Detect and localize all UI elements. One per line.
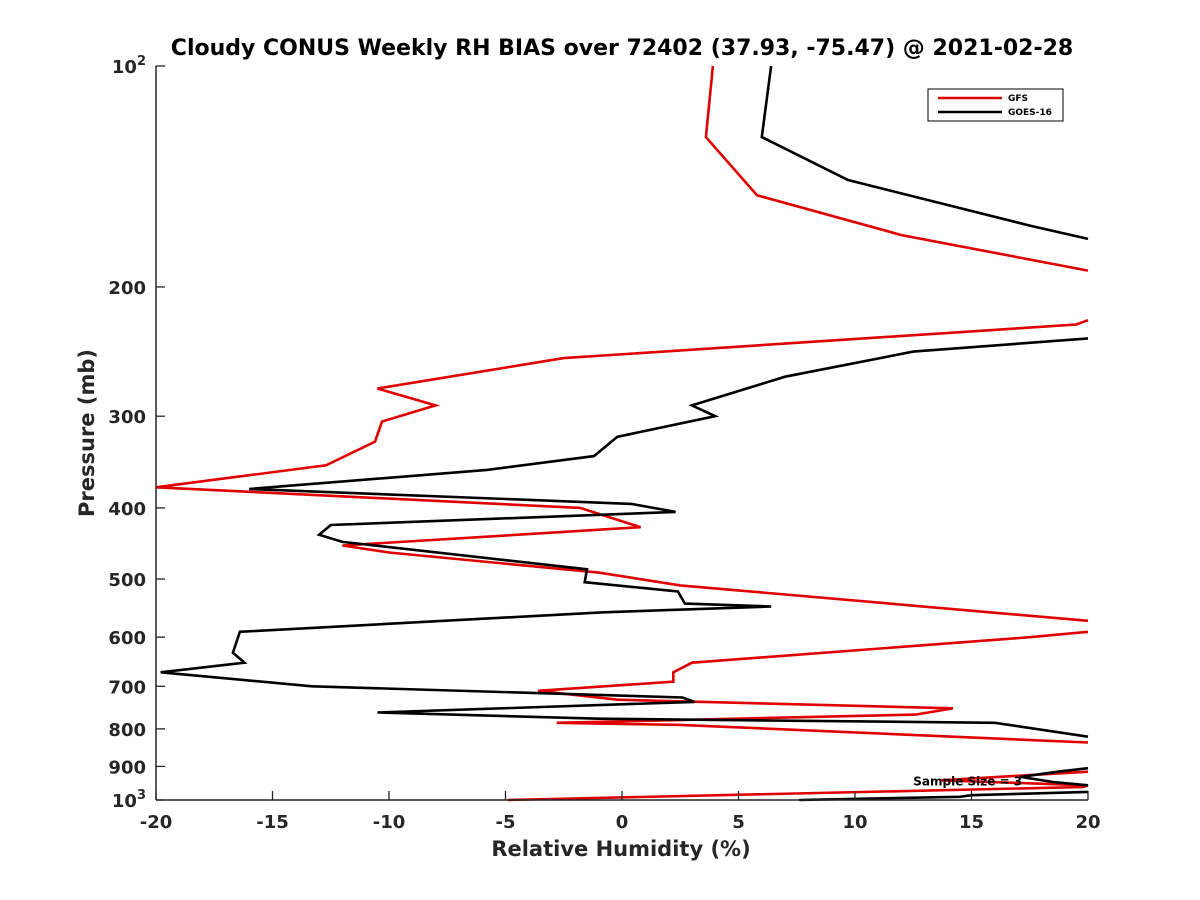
annotations: Sample Size = 3 xyxy=(913,774,1022,788)
y-tick-label: 900 xyxy=(108,757,146,778)
chart-title: Cloudy CONUS Weekly RH BIAS over 72402 (… xyxy=(171,36,1073,61)
y-tick-label: 600 xyxy=(108,628,146,649)
plot-frame xyxy=(156,66,1088,800)
y-tick-label: 102 xyxy=(112,54,146,78)
legend-label-gfs: GFS xyxy=(1008,94,1028,104)
legend-label-goes-16: GOES-16 xyxy=(1008,108,1052,118)
x-axis-label: Relative Humidity (%) xyxy=(491,837,750,861)
x-tick-label: 10 xyxy=(842,812,867,833)
y-tick-label: 200 xyxy=(108,278,146,299)
y-tick-label: 300 xyxy=(108,407,146,428)
y-tick-label: 400 xyxy=(108,499,146,520)
x-tick-label: 15 xyxy=(959,812,984,833)
y-tick-label: 700 xyxy=(108,677,146,698)
plot-area: -20 -15 -10 -5 0 5 10 15 20 102 200 300 400 500 600 70… xyxy=(108,54,1100,833)
x-ticks: -20 -15 -10 -5 0 5 10 15 20 xyxy=(140,791,1101,833)
series-layer xyxy=(155,65,1089,802)
y-axis-label: Pressure (mb) xyxy=(75,349,99,517)
x-tick-label: 5 xyxy=(732,812,745,833)
x-tick-label: -10 xyxy=(373,812,406,833)
series-goes-16-line-3 xyxy=(1020,766,1089,787)
y-tick-label: 500 xyxy=(108,570,146,591)
y-tick-label: 800 xyxy=(108,720,146,741)
legend-box xyxy=(927,88,1064,122)
x-tick-label: 20 xyxy=(1075,812,1100,833)
series-gfs-line-2 xyxy=(155,318,1089,623)
x-tick-label: -15 xyxy=(256,812,289,833)
series-gfs-line-4 xyxy=(507,770,1089,802)
x-tick-label: 0 xyxy=(616,812,629,833)
series-goes-16-line-4 xyxy=(799,790,1089,802)
x-tick-label: -5 xyxy=(496,812,516,833)
series-gfs-line-1 xyxy=(704,65,1089,272)
legend: GFS GOES-16 xyxy=(927,88,1064,122)
series-goes-16-line-1 xyxy=(760,65,1089,241)
y-tick-label: 103 xyxy=(112,788,146,812)
series-gfs-line-3 xyxy=(537,630,1089,744)
x-tick-label: -20 xyxy=(140,812,173,833)
sample-size-annotation: Sample Size = 3 xyxy=(913,774,1022,788)
y-ticks: 102 200 300 400 500 600 700 800 900 103 xyxy=(108,54,165,812)
series-goes-16-line-2 xyxy=(160,337,1089,738)
